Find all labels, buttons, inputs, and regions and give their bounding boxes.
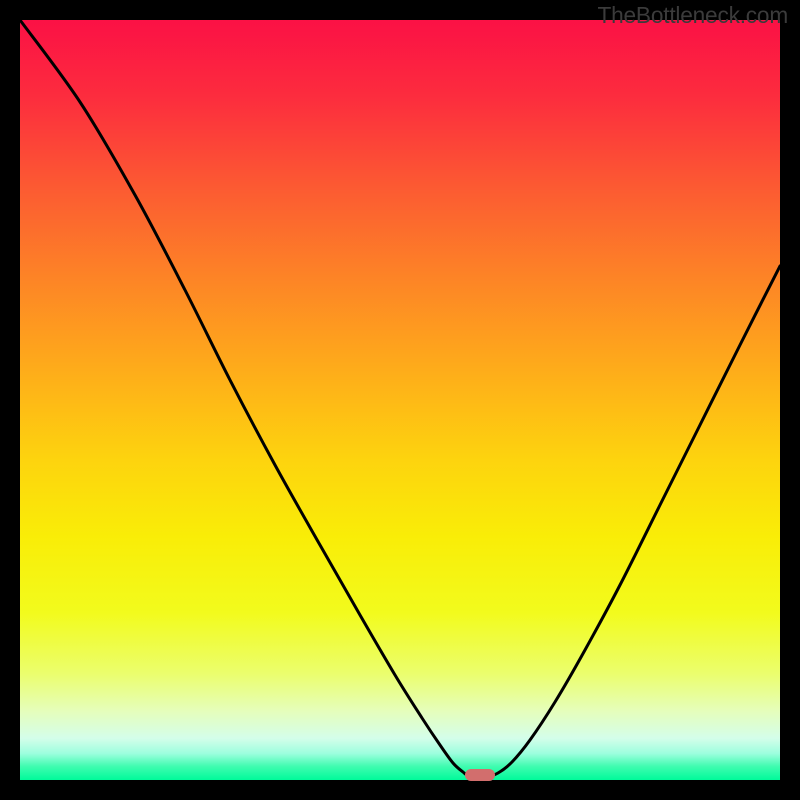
border-bottom <box>0 780 800 800</box>
watermark-text: TheBottleneck.com <box>597 2 788 29</box>
border-right <box>780 0 800 800</box>
border-left <box>0 0 20 800</box>
chart-frame: TheBottleneck.com <box>0 0 800 800</box>
plot-area <box>20 20 780 780</box>
gradient-background <box>20 20 780 780</box>
optimal-marker <box>465 769 495 781</box>
